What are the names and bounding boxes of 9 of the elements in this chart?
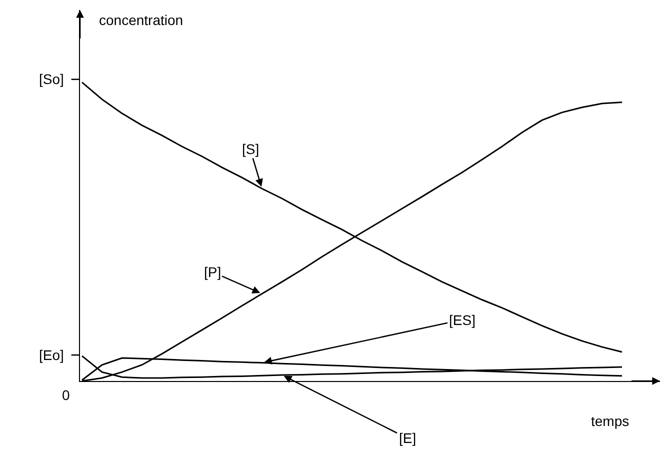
text: [Eo] <box>39 347 64 363</box>
text: [So] <box>39 71 64 87</box>
text: [P] <box>204 264 222 280</box>
text: [ES] <box>449 312 476 328</box>
series-label: [S] <box>242 141 260 157</box>
y-axis-title: concentration <box>99 12 184 28</box>
x-axis-title: temps <box>591 413 630 429</box>
text: 0 <box>62 387 70 403</box>
text: [E] <box>399 430 416 446</box>
